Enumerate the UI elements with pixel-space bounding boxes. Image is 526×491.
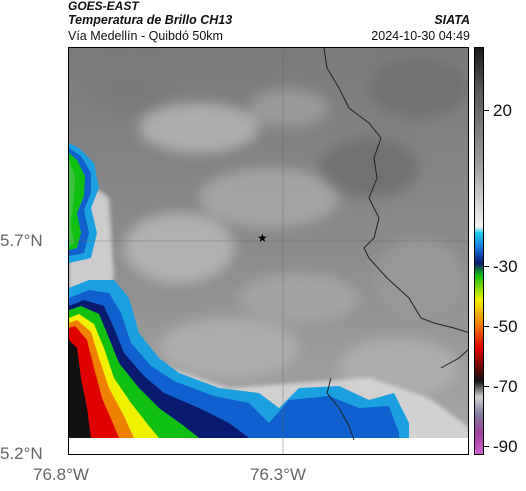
colorbar-tick [484,110,489,111]
colorbar-label: 20 [493,101,512,120]
star-marker-icon: ★ [257,231,268,245]
colorbar-label: -50 [493,317,518,336]
colorbar-label: -30 [493,257,518,276]
lon-label-76-3: 76.3°W [250,465,306,484]
map-imagery [69,48,468,454]
colorbar [474,47,484,455]
colorbar-tick [484,326,489,327]
colorbar-tick [484,386,489,387]
colorbar-label: -70 [493,377,518,396]
region-subtitle: Vía Medellín - Quibdó 50km [68,29,223,43]
colorbar-label: -90 [493,437,518,456]
lat-label-5-2: 5.2°N [0,444,43,463]
colorbar-tick [484,446,489,447]
satellite-title: GOES-EAST [68,0,139,13]
agency-label: SIATA [434,13,470,27]
lon-label-76-8: 76.8°W [33,465,89,484]
lat-label-5-7: 5.7°N [0,231,43,250]
timestamp-label: 2024-10-30 04:49 [371,29,470,43]
colorbar-tick [484,266,489,267]
satellite-map [68,47,469,455]
product-title: Temperatura de Brillo CH13 [68,13,233,27]
